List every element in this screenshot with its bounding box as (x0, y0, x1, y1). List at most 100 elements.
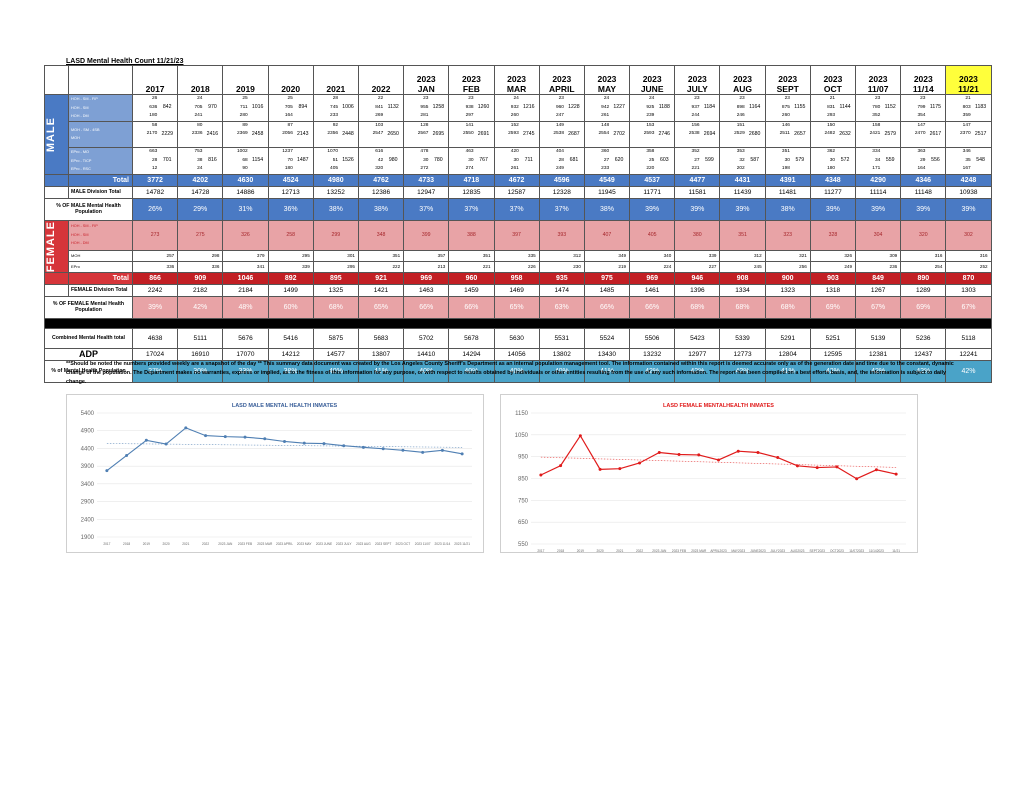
male-total-value: 4477 (674, 173, 721, 187)
column-header: 2023 11/07 (854, 65, 902, 95)
male-sub-value: 28 (151, 157, 158, 163)
male-sub-value: 30 (829, 157, 836, 163)
column-year: 2023 (823, 74, 843, 84)
female-division-value: 1323 (764, 283, 811, 297)
female-xtick-label: 11/072023 (849, 549, 864, 552)
female-pct-label: % OF FEMALE Mental Health Population (44, 295, 133, 319)
male-sub-value: 293 (827, 113, 836, 118)
header-row: 2017 2018 2019 2020 2021 2022 2023 JAN 2023 FEB 20… (44, 65, 992, 95)
male-group-total: 2458 (251, 130, 264, 137)
male-group-total: 556 (931, 157, 940, 163)
male-ytick-label: 1900 (81, 535, 95, 541)
male-sub-value: 167 (962, 166, 971, 171)
column-year: 2023 (416, 74, 436, 84)
column-header: 2023 JAN (403, 65, 450, 95)
female-epro-value: 341 (222, 260, 269, 273)
male-pct-value: 39% (900, 197, 947, 221)
female-moh-value: 340 (629, 249, 676, 262)
male-group-total: 701 (162, 157, 172, 163)
male-group-total: 2695 (432, 130, 445, 137)
female-group-total: 304 (873, 232, 883, 239)
male-group-cell: 420 30 261 711 (493, 147, 540, 175)
male-group-total: 2657 (794, 130, 806, 137)
male-sub-value: 246 (736, 113, 745, 118)
female-sub-label: HOH - DM (71, 241, 89, 246)
male-sub-value: 27 (603, 157, 610, 163)
male-group-cell: 26 636 180 842 (131, 94, 179, 122)
combined-value: 5416 (267, 327, 314, 349)
male-group-cell: 24 932 260 1216 (493, 94, 540, 122)
female-data-point (598, 467, 602, 471)
column-year: 2023 (778, 74, 798, 84)
female-group-total: 397 (512, 232, 521, 239)
column-header: 2023 JUNE (629, 65, 676, 95)
male-group-total: 1175 (929, 104, 941, 110)
male-sub-labels: EPro - MO EPro - TICP EPro - RSC (68, 147, 133, 175)
male-group-cell: 353 32 202 587 (719, 147, 766, 175)
male-division-value: 12713 (267, 185, 314, 199)
male-sub-value: 21 (965, 96, 971, 101)
female-group-cell: 304 (854, 219, 902, 251)
combined-value: 5506 (629, 327, 676, 349)
male-group-cell: 23 938 297 1260 (448, 94, 495, 122)
female-group-total: 320 (918, 232, 928, 239)
combined-value: 5111 (177, 327, 224, 349)
female-data-point (717, 458, 720, 462)
female-epro-value: 221 (448, 260, 495, 273)
female-data-point (578, 434, 582, 438)
column-year: 2023 (959, 74, 978, 84)
male-sub-value: 745 (330, 104, 339, 110)
female-ytick-label: 850 (518, 477, 529, 483)
male-pct-row: % OF MALE Mental Health Population 26% 29%… (44, 197, 992, 221)
male-sub-value: 247 (555, 113, 564, 118)
male-sub-value: 942 (601, 104, 610, 110)
combined-value: 5676 (222, 327, 269, 349)
male-group-cell: 24 942 261 1227 (583, 94, 631, 122)
male-sub-value: 23 (468, 96, 474, 101)
combined-value: 4638 (131, 327, 179, 349)
female-group-total: 328 (828, 232, 838, 239)
male-section-label: MALE (44, 94, 69, 175)
adp-value: 14577 (312, 347, 359, 361)
female-division-value: 1463 (403, 283, 450, 297)
female-pct-value: 69% (900, 295, 947, 319)
male-sub-value: 938 (465, 104, 474, 110)
female-moh-value: 301 (312, 249, 359, 262)
female-total-row: Total 866 909 1046 892 895 921 969 960 958 935 975 9… (44, 271, 992, 285)
male-total-value: 4672 (493, 173, 540, 187)
male-group-cell: 362 30 180 572 (809, 147, 857, 175)
male-sub-value: 25 (242, 96, 248, 101)
male-sub-value: 2511 (779, 131, 790, 136)
female-total-value: 909 (177, 271, 224, 285)
female-xtick-label: 11/21 (892, 549, 900, 552)
male-sub-value: 875 (781, 104, 790, 110)
total-pct-value: 42% (809, 359, 857, 383)
male-division-label: MALE Division Total (68, 185, 133, 199)
male-sub-value: 38 (197, 157, 203, 163)
female-data-point (795, 464, 799, 468)
male-xtick-label: 2023 JUNE (316, 542, 332, 546)
female-data-point (835, 465, 839, 469)
male-group-cell: 150 2482 2632 (809, 120, 857, 148)
female-xtick-label: MAY2023 (731, 549, 745, 552)
male-division-value: 12947 (403, 185, 450, 199)
male-total-row: Total 3772 4202 4630 4524 4980 4762 4733 4718 467… (44, 173, 992, 187)
male-data-point (322, 442, 326, 446)
male-group-total: 1144 (839, 104, 851, 110)
combined-value: 5291 (764, 327, 811, 349)
male-group-total: 620 (614, 157, 624, 163)
male-sub-value: 30 (468, 157, 474, 163)
female-moh-value: 309 (854, 249, 902, 262)
male-sub-value: 220 (646, 166, 655, 171)
combined-value: 5702 (403, 327, 450, 349)
female-xtick-label: 2023 MAR (691, 549, 707, 552)
male-group-total: 970 (208, 104, 217, 110)
male-chart-title: LASD MALE MENTAL HEALTH INMATES (232, 403, 338, 409)
adp-value: 12437 (900, 347, 947, 361)
male-sub-value: 955 (420, 104, 429, 110)
male-group-total: 780 (434, 157, 443, 163)
female-group-total: 323 (783, 232, 793, 239)
male-sub-value: 249 (555, 166, 564, 171)
female-section-label: FEMALE (44, 219, 69, 273)
male-sub-value: 87 (287, 122, 293, 128)
